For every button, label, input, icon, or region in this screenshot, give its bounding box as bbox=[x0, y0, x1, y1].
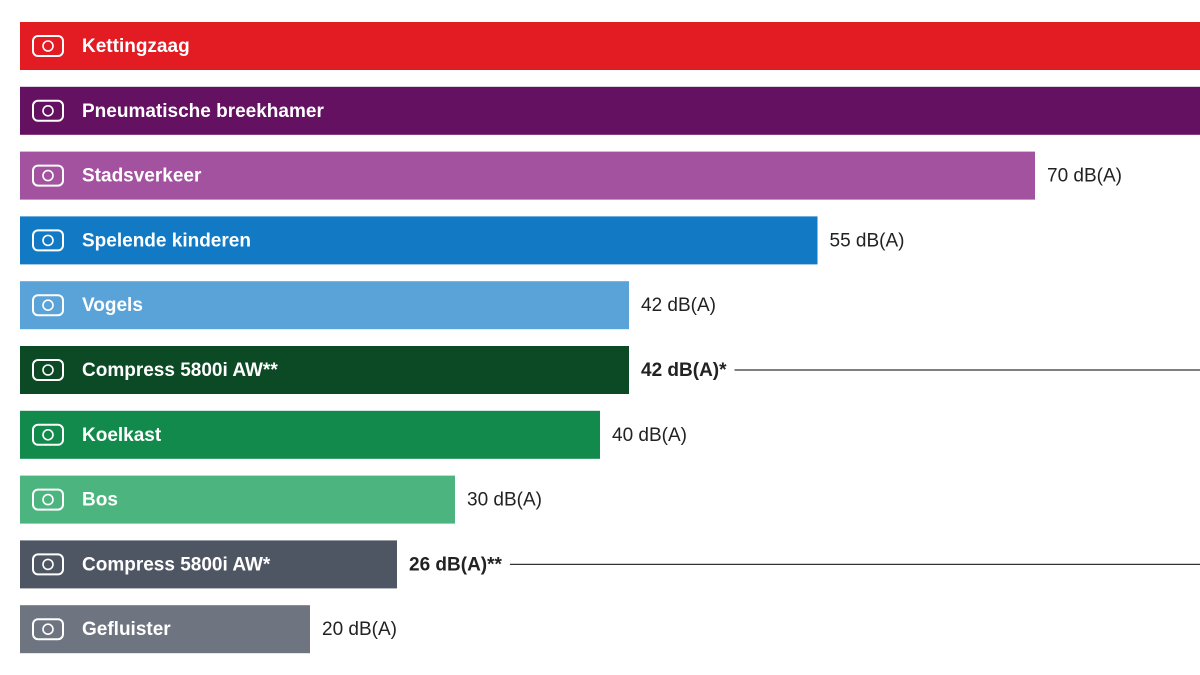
bar-icon-dot bbox=[42, 169, 54, 182]
bar bbox=[20, 22, 1200, 70]
bar bbox=[20, 151, 1035, 200]
category-label: Pneumatische breekhamer bbox=[82, 101, 324, 122]
category-label: Gefluister bbox=[82, 619, 171, 640]
category-label: Bos bbox=[82, 490, 118, 511]
bar-icon bbox=[32, 294, 64, 317]
bar-icon bbox=[32, 164, 64, 187]
value-label: 40 dB(A) bbox=[612, 425, 687, 446]
bar-icon bbox=[32, 229, 64, 252]
bar bbox=[20, 475, 455, 524]
bar bbox=[20, 410, 600, 459]
value-label: 42 dB(A) bbox=[641, 295, 716, 316]
bar bbox=[20, 540, 397, 589]
bar bbox=[20, 86, 1200, 135]
bar-icon-dot bbox=[42, 299, 54, 312]
bar-icon-dot bbox=[42, 364, 54, 376]
bar-icon bbox=[32, 35, 64, 57]
bar-icon-dot bbox=[42, 558, 54, 571]
bar bbox=[20, 281, 629, 330]
category-label: Stadsverkeer bbox=[82, 166, 202, 187]
bar bbox=[20, 605, 310, 654]
bar bbox=[20, 346, 629, 394]
value-label: 30 dB(A) bbox=[467, 490, 542, 511]
bar-icon bbox=[32, 99, 64, 122]
bar-icon-dot bbox=[42, 40, 54, 52]
category-label: Spelende kinderen bbox=[82, 230, 251, 251]
bar bbox=[20, 216, 818, 265]
value-label: 26 dB(A)** bbox=[409, 554, 503, 575]
bar-icon-dot bbox=[42, 623, 54, 636]
value-label: 70 dB(A) bbox=[1047, 166, 1122, 187]
bar-icon bbox=[32, 618, 64, 641]
bar-icon bbox=[32, 359, 64, 381]
bar-icon bbox=[32, 553, 64, 576]
value-label: 55 dB(A) bbox=[830, 230, 905, 251]
category-label: Compress 5800i AW* bbox=[82, 554, 271, 575]
value-label: 20 dB(A) bbox=[322, 619, 397, 640]
bar-icon-dot bbox=[42, 105, 54, 117]
category-label: Compress 5800i AW** bbox=[82, 360, 278, 381]
bar-icon bbox=[32, 423, 64, 446]
category-label: Koelkast bbox=[82, 425, 162, 446]
bar-icon-dot bbox=[42, 493, 54, 506]
bar-icon bbox=[32, 488, 64, 511]
bar-icon-dot bbox=[42, 428, 54, 441]
value-label: 42 dB(A)* bbox=[641, 360, 727, 381]
category-label: Vogels bbox=[82, 295, 143, 316]
bar-icon-dot bbox=[42, 234, 54, 247]
category-label: Kettingzaag bbox=[82, 36, 190, 57]
